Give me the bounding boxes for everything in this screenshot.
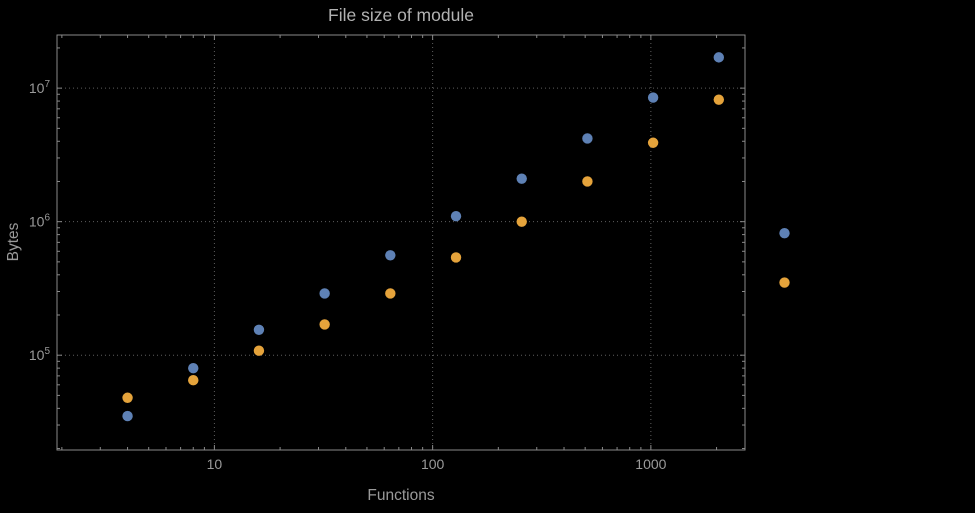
data-point-series-1-blue xyxy=(516,173,527,184)
data-point-series-1-blue xyxy=(450,210,462,222)
data-point-series-2-orange xyxy=(450,252,462,263)
data-point-series-2-orange xyxy=(582,176,593,187)
plot-frame xyxy=(56,34,746,451)
data-point-series-2-orange xyxy=(516,216,527,227)
data-point-series-1-blue xyxy=(779,227,790,239)
data-point-series-2-orange xyxy=(253,345,265,356)
data-point-series-1-blue xyxy=(385,250,396,261)
x-tick-label: 1000 xyxy=(635,456,666,472)
data-point-series-1-blue xyxy=(582,133,593,144)
data-point-series-2-orange xyxy=(319,319,330,330)
data-point-series-2-orange xyxy=(122,392,133,403)
data-point-series-2-orange xyxy=(779,277,790,288)
data-point-series-1-blue xyxy=(713,52,725,63)
data-point-series-1-blue xyxy=(122,410,133,422)
data-point-series-2-orange xyxy=(188,374,199,386)
x-axis-label: Functions xyxy=(367,487,435,504)
x-tick-label: 10 xyxy=(207,456,223,472)
y-tick-label: 106 xyxy=(29,213,51,230)
data-point-series-1-blue xyxy=(253,324,265,335)
data-point-series-2-orange xyxy=(385,288,396,299)
y-tick-label: 105 xyxy=(29,346,51,363)
data-point-series-1-blue xyxy=(647,92,659,103)
y-axis-label: Bytes xyxy=(5,222,22,262)
data-point-series-2-orange xyxy=(713,94,725,105)
data-point-series-1-blue xyxy=(188,362,199,374)
data-point-series-1-blue xyxy=(319,288,330,299)
y-tick-label: 107 xyxy=(29,79,51,96)
x-tick-label: 100 xyxy=(421,456,445,472)
data-point-series-2-orange xyxy=(647,137,659,148)
chart-title: File size of module xyxy=(328,5,474,25)
